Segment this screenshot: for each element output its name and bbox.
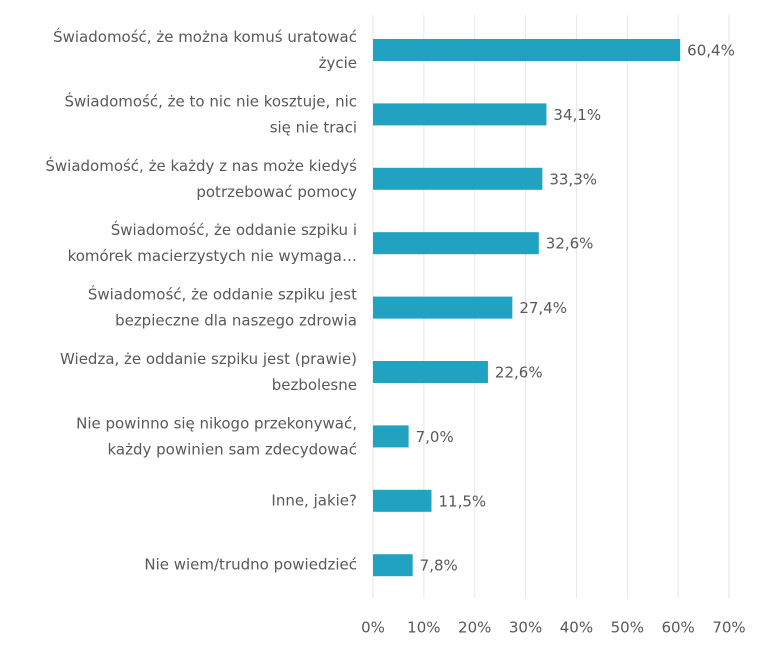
bar (373, 103, 547, 126)
value-label: 7,0% (416, 428, 454, 446)
bar (373, 361, 488, 383)
category-label: Nie powinno się nikogo przekonywać, każdy… (76, 414, 357, 458)
value-label: 7,8% (420, 557, 458, 575)
x-tick-label: 10% (407, 619, 440, 637)
value-label: 32,6% (546, 235, 594, 253)
bar (373, 425, 409, 448)
category-label: Świadomość, że można komuś uratować życie (53, 27, 357, 72)
category-label: Świadomość, że oddanie szpiku i komórek m… (68, 220, 357, 265)
bar (373, 296, 513, 319)
category-label: Świadomość, że to nic nie kosztuje, nic s… (64, 91, 357, 136)
bar (373, 232, 539, 255)
x-tick-label: 20% (458, 619, 491, 637)
category-label: Wiedza, że oddanie szpiku jest (prawie) b… (60, 350, 357, 394)
bar (373, 39, 681, 61)
category-label: Świadomość, że każdy z nas może kiedyś po… (45, 155, 357, 200)
x-tick-label: 0% (361, 619, 385, 637)
bar (373, 167, 543, 190)
value-label: 11,5% (438, 492, 486, 510)
category-label: Świadomość, że oddanie szpiku jest bezpie… (88, 284, 357, 329)
category-label: Inne, jakie? (271, 491, 357, 509)
category-label: Nie wiem/trudno powiedzieć (144, 556, 357, 574)
value-label: 34,1% (553, 106, 601, 124)
value-label: 33,3% (549, 170, 597, 188)
bar (373, 489, 432, 512)
x-tick-label: 50% (611, 619, 644, 637)
bar (373, 554, 413, 577)
x-tick-label: 70% (712, 619, 745, 637)
x-tick-label: 30% (509, 619, 542, 637)
value-label: 60,4% (687, 42, 735, 60)
x-tick-label: 40% (560, 619, 593, 637)
value-label: 27,4% (519, 299, 567, 317)
value-label: 22,6% (495, 364, 543, 382)
x-tick-label: 60% (661, 619, 694, 637)
